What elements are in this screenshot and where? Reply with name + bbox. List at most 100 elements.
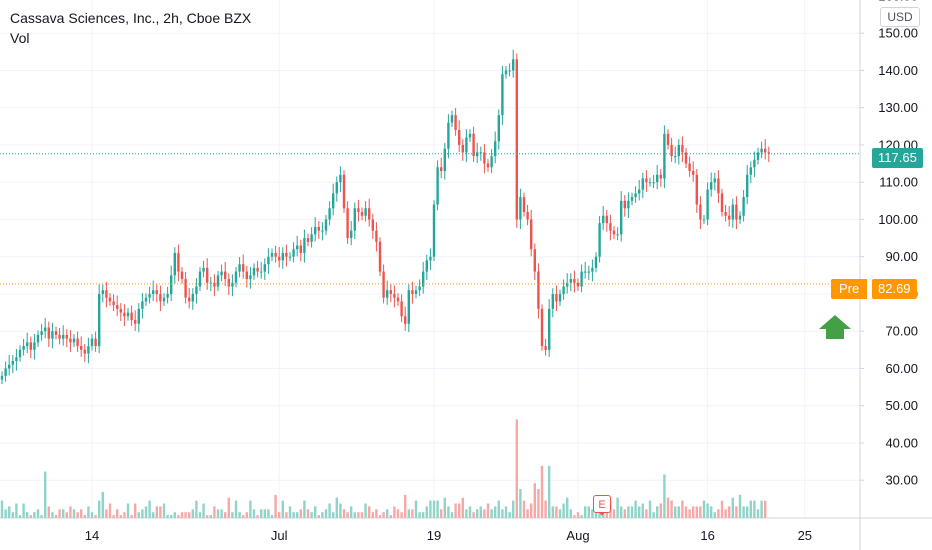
y-tick-label: 130.00 [878, 100, 918, 115]
candle-body [26, 342, 29, 347]
volume-bar [652, 512, 655, 518]
pre-market-price-label: 82.69 [872, 279, 917, 299]
volume-bar [44, 471, 47, 518]
candle-body [173, 252, 176, 276]
volume-bar [137, 512, 140, 518]
candle-body [479, 152, 482, 154]
candle-body [296, 245, 299, 250]
volume-bar [15, 503, 18, 518]
candle-body [339, 174, 342, 183]
candle-body [87, 346, 90, 354]
volume-bar [612, 509, 616, 518]
candle-body [684, 152, 688, 164]
y-tick-label: 50.00 [885, 398, 918, 413]
candle-body [281, 252, 284, 261]
volume-bar [202, 503, 205, 518]
volume-bar [166, 515, 169, 518]
earnings-badge[interactable]: E [593, 495, 611, 516]
volume-bar [108, 503, 112, 518]
candle-body [180, 271, 184, 280]
x-tick-label: 19 [427, 528, 441, 543]
volume-bar [33, 512, 36, 518]
candle-body [645, 178, 648, 183]
pre-market-tag: Pre [831, 279, 868, 299]
volume-bar [436, 500, 439, 518]
volume-bar [393, 506, 396, 518]
candle-body [558, 293, 562, 302]
candle-body [328, 208, 331, 220]
candle-body [382, 271, 385, 298]
volume-bar [731, 497, 734, 518]
volume-bar [234, 500, 238, 518]
volume-bar [270, 515, 274, 518]
volume-bar [62, 509, 65, 518]
chart-legend: Cassava Sciences, Inc., 2h, Cboe BZX Vol [10, 8, 251, 48]
candle-body [90, 338, 94, 347]
candle-body [533, 249, 536, 272]
candle-body [407, 290, 410, 324]
candle-body [580, 271, 583, 287]
candle-body [15, 357, 18, 361]
volume-bar [576, 512, 580, 518]
volume-bar [238, 512, 241, 518]
volume-bar [472, 512, 475, 518]
candle-body [285, 252, 288, 257]
candle-body [702, 219, 706, 221]
volume-bar [425, 506, 428, 518]
volume-bar [0, 500, 4, 518]
candle-body [569, 279, 572, 283]
candle-body [386, 290, 389, 298]
volume-bar [720, 500, 724, 518]
candle-body [666, 133, 670, 145]
candle-body [609, 223, 612, 231]
volume-bar [220, 509, 223, 518]
candle-body [497, 115, 500, 142]
candle-body [504, 70, 508, 75]
volume-bar [418, 512, 421, 518]
volume-bar [148, 500, 151, 518]
volume-bar [494, 506, 497, 518]
volume-bar [666, 497, 670, 518]
volume-bar [450, 512, 454, 518]
volume-bar [357, 512, 360, 518]
candle-body [54, 331, 58, 335]
candle-body [620, 200, 623, 235]
candle-body [371, 219, 374, 231]
volume-bar [303, 500, 306, 518]
candle-body [764, 148, 767, 153]
candle-body [332, 193, 335, 209]
candle-body [551, 293, 554, 309]
volume-bar [299, 509, 302, 518]
y-tick-label: 140.00 [878, 63, 918, 78]
volume-bar [339, 503, 342, 518]
volume-bar [22, 503, 25, 518]
volume-bar [346, 512, 349, 518]
candle-body [468, 133, 472, 138]
candle-body [202, 267, 205, 272]
candle-body [108, 297, 112, 302]
candle-body [224, 271, 227, 280]
volume-bar [368, 506, 371, 518]
volume-bar [634, 500, 637, 518]
volume-bar [573, 515, 576, 518]
volume-bar [396, 509, 400, 518]
volume-bar [256, 515, 259, 518]
volume-bar [159, 506, 162, 518]
candle-body [486, 163, 490, 168]
volume-bar [749, 500, 752, 518]
volume-bar [476, 509, 479, 518]
volume-bar [400, 512, 403, 518]
volume-bar [692, 506, 695, 518]
candle-body [144, 297, 148, 302]
currency-button[interactable]: USD [880, 7, 920, 27]
volume-bar [533, 483, 536, 518]
x-tick-label: 16 [700, 528, 714, 543]
volume-bar [648, 500, 652, 518]
candle-body [746, 174, 749, 198]
candle-body [238, 264, 241, 272]
volume-bar [713, 512, 716, 518]
volume-bar [540, 465, 544, 518]
candle-body [242, 264, 245, 272]
